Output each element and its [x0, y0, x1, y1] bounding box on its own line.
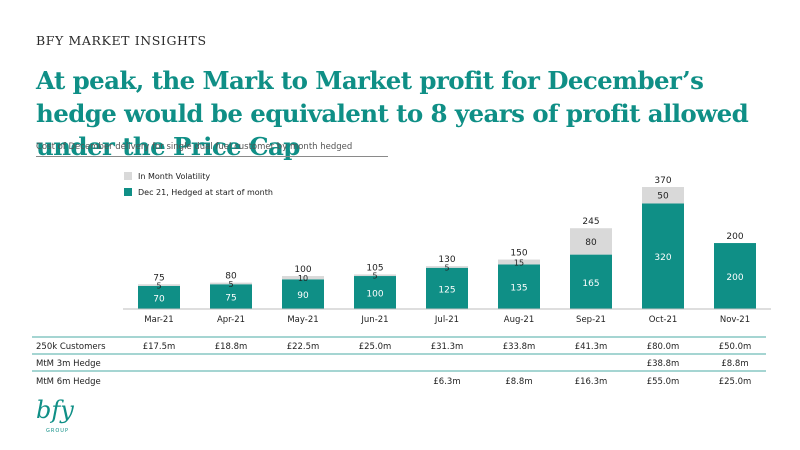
data-label-volatility: 5: [156, 282, 161, 291]
table-cell: £25.0m: [359, 342, 392, 352]
table-cell: £25.0m: [719, 377, 752, 387]
table-cell: £38.8m: [647, 359, 680, 369]
bfy-logo: bfy GROUP: [34, 388, 78, 436]
table-cell: £8.8m: [505, 377, 532, 387]
bar-volatility-oct-21: [642, 187, 684, 204]
x-tick-label: Jul-21: [434, 315, 459, 325]
data-label-hedged: 70: [153, 294, 165, 304]
data-label-total: 75: [153, 273, 164, 283]
data-label-volatility: 5: [444, 263, 449, 272]
brand-header: BFY MARKET INSIGHTS: [36, 33, 207, 48]
bar-hedged-apr-21: [210, 284, 252, 309]
subtitle-underline: [36, 156, 388, 157]
bar-volatility-jul-21: [426, 266, 468, 268]
data-label-hedged: 135: [510, 284, 527, 294]
data-label-total: 245: [582, 217, 599, 227]
bar-volatility-aug-21: [498, 259, 540, 265]
legend-label-hedged: Dec 21, Hedged at start of month: [138, 188, 273, 197]
bar-volatility-mar-21: [138, 284, 180, 286]
data-label-volatility: 80: [585, 238, 597, 248]
data-label-volatility: 5: [372, 272, 377, 281]
x-tick-label: Mar-21: [144, 315, 173, 325]
page-title: At peak, the Mark to Market profit for D…: [36, 66, 749, 161]
data-label-total: 200: [726, 232, 743, 242]
data-label-hedged: 100: [366, 290, 383, 300]
data-label-hedged: 75: [225, 294, 236, 304]
bar-hedged-jul-21: [426, 267, 468, 309]
data-label-hedged: 125: [438, 285, 455, 295]
table-cell: £80.0m: [647, 342, 680, 352]
bar-volatility-may-21: [282, 276, 324, 280]
x-tick-label: Aug-21: [504, 315, 534, 325]
legend-swatch-hedged: [124, 188, 132, 196]
table-cell: £16.3m: [575, 377, 608, 387]
x-tick-label: Sep-21: [576, 315, 606, 325]
data-label-volatility: 50: [657, 192, 669, 202]
data-label-hedged: 200: [726, 273, 743, 283]
data-label-total: 105: [366, 263, 383, 273]
table-cell: £8.8m: [721, 359, 748, 369]
data-label-hedged: 90: [297, 291, 309, 301]
table-cell: £41.3m: [575, 342, 608, 352]
table-cell: £22.5m: [287, 342, 320, 352]
table-cell: £50.0m: [719, 342, 752, 352]
data-label-hedged: 165: [582, 279, 599, 289]
table-cell: £6.3m: [433, 377, 460, 387]
data-label-total: 130: [438, 255, 455, 265]
x-tick-label: Oct-21: [649, 315, 678, 325]
x-tick-label: May-21: [287, 315, 318, 325]
data-label-total: 100: [294, 265, 311, 275]
bar-hedged-nov-21: [714, 243, 756, 309]
data-label-hedged: 320: [654, 253, 671, 263]
x-tick-label: Apr-21: [217, 315, 245, 325]
table-row-label: MtM 6m Hedge: [36, 377, 101, 387]
bar-hedged-jun-21: [354, 276, 396, 309]
data-label-volatility: 5: [228, 280, 233, 289]
table-row-label: 250k Customers: [36, 342, 106, 352]
data-label-total: 80: [225, 272, 237, 282]
legend-swatch-volatility: [124, 172, 132, 180]
x-tick-label: Jun-21: [360, 315, 388, 325]
bar-volatility-sep-21: [570, 228, 612, 255]
table-cell: £18.8m: [215, 342, 248, 352]
data-label-volatility: 15: [514, 259, 524, 268]
bar-hedged-oct-21: [642, 203, 684, 309]
bar-hedged-aug-21: [498, 264, 540, 309]
data-label-total: 150: [510, 249, 527, 259]
bar-hedged-mar-21: [138, 285, 180, 309]
chart-subtitle: Cost of December delivery for single dua…: [36, 142, 353, 152]
svg-text:bfy: bfy: [36, 396, 74, 424]
table-cell: £31.3m: [431, 342, 464, 352]
table-cell: £33.8m: [503, 342, 536, 352]
svg-text:GROUP: GROUP: [46, 428, 69, 434]
data-label-total: 370: [654, 176, 671, 186]
table-row-label: MtM 3m Hedge: [36, 359, 101, 369]
bar-hedged-may-21: [282, 279, 324, 309]
bar-hedged-sep-21: [570, 254, 612, 309]
table-cell: £55.0m: [647, 377, 680, 387]
bar-volatility-apr-21: [210, 282, 252, 285]
data-label-volatility: 10: [298, 274, 308, 283]
legend-label-volatility: In Month Volatility: [138, 172, 210, 181]
bar-volatility-jun-21: [354, 274, 396, 277]
table-cell: £17.5m: [143, 342, 176, 352]
x-tick-label: Nov-21: [720, 315, 750, 325]
